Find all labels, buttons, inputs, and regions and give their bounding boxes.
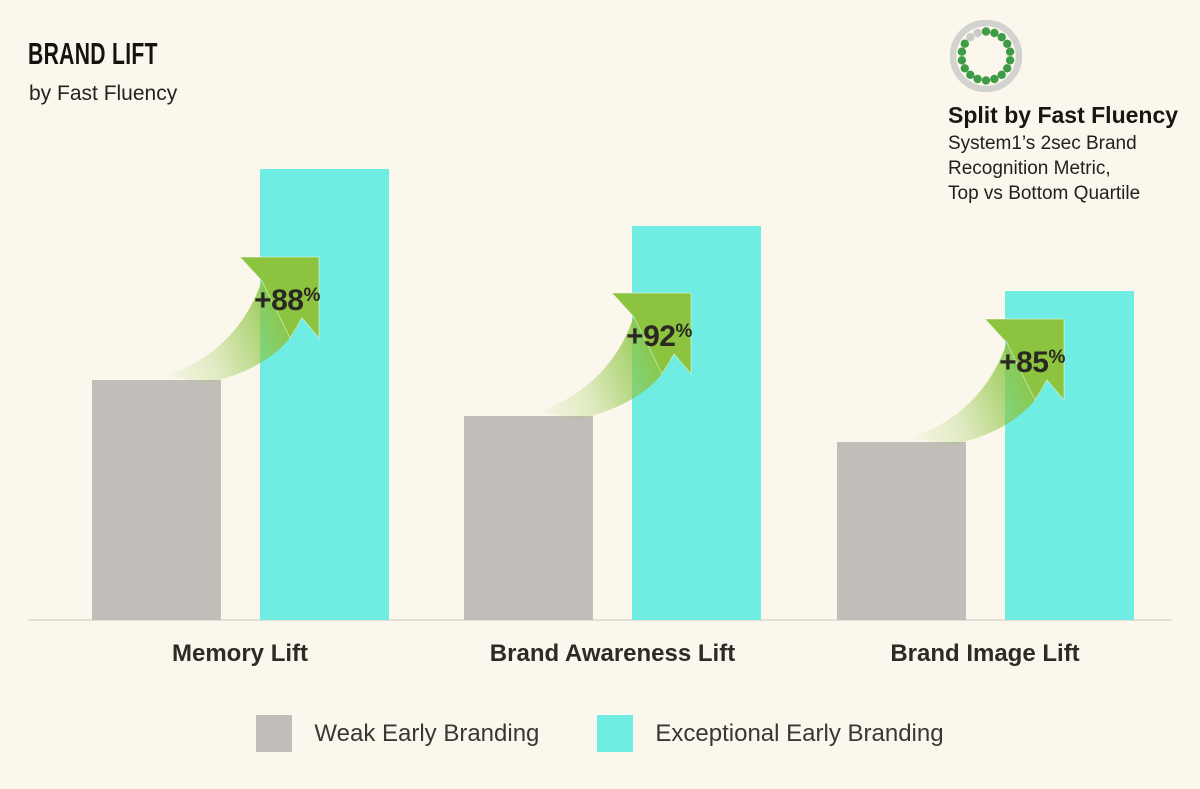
legend-label-2: Exceptional Early Branding [655, 719, 944, 747]
source-caption-line: System1’s 2sec Brand [948, 133, 1137, 154]
legend-item-1: Weak Early Branding [256, 715, 539, 752]
legend-label-1: Weak Early Branding [314, 719, 540, 747]
category-label-1: Memory Lift [171, 640, 309, 667]
fast-fluency-dotted-circle-logo [950, 20, 1022, 92]
source-title: Split by Fast Fluency [948, 102, 1179, 128]
legend-item-2: Exceptional Early Branding [597, 715, 944, 752]
logo-dot [990, 74, 999, 84]
logo-dot [1003, 64, 1012, 73]
logo-dot [1005, 56, 1015, 65]
bar-exceptional-2 [632, 226, 761, 620]
logo-dot [957, 56, 967, 65]
logo-dot [973, 74, 982, 84]
logo-dot [1005, 47, 1015, 56]
page-title: BRAND LIFT [28, 36, 158, 71]
category-label-2: Brand Awareness Lift [489, 640, 736, 667]
x-axis-line [28, 619, 1172, 621]
bar-weak-1 [91, 380, 221, 620]
logo-dot [957, 47, 967, 56]
bar-weak-2 [464, 416, 593, 620]
bar-exceptional-1 [259, 168, 389, 620]
logo-dot [1003, 39, 1012, 48]
bar-weak-3 [836, 442, 966, 620]
logo-ring [950, 20, 1022, 92]
logo-dot [981, 76, 991, 85]
logo-dot [966, 33, 975, 42]
logo-dot [966, 70, 975, 79]
source-caption-line: Top vs Bottom Quartile [948, 183, 1141, 204]
logo-dot [997, 70, 1006, 79]
logo-dot [981, 27, 991, 36]
legend-swatch-2 [597, 715, 634, 752]
logo-dot [973, 28, 982, 38]
page-subtitle: by Fast Fluency [29, 82, 178, 105]
legend-swatch-1 [256, 715, 293, 752]
logo-dot [990, 28, 999, 38]
logo-dot [960, 39, 969, 48]
logo-dot [997, 33, 1006, 42]
bar-exceptional-3 [1004, 291, 1134, 620]
chart-legend: Weak Early Branding Exceptional Early Bra… [0, 715, 1200, 752]
source-caption-line: Recognition Metric, [948, 158, 1111, 179]
category-label-3: Brand Image Lift [890, 640, 1080, 667]
source-caption: System1’s 2sec Brand Recognition Metric,… [948, 131, 1140, 206]
logo-dot [960, 64, 969, 73]
